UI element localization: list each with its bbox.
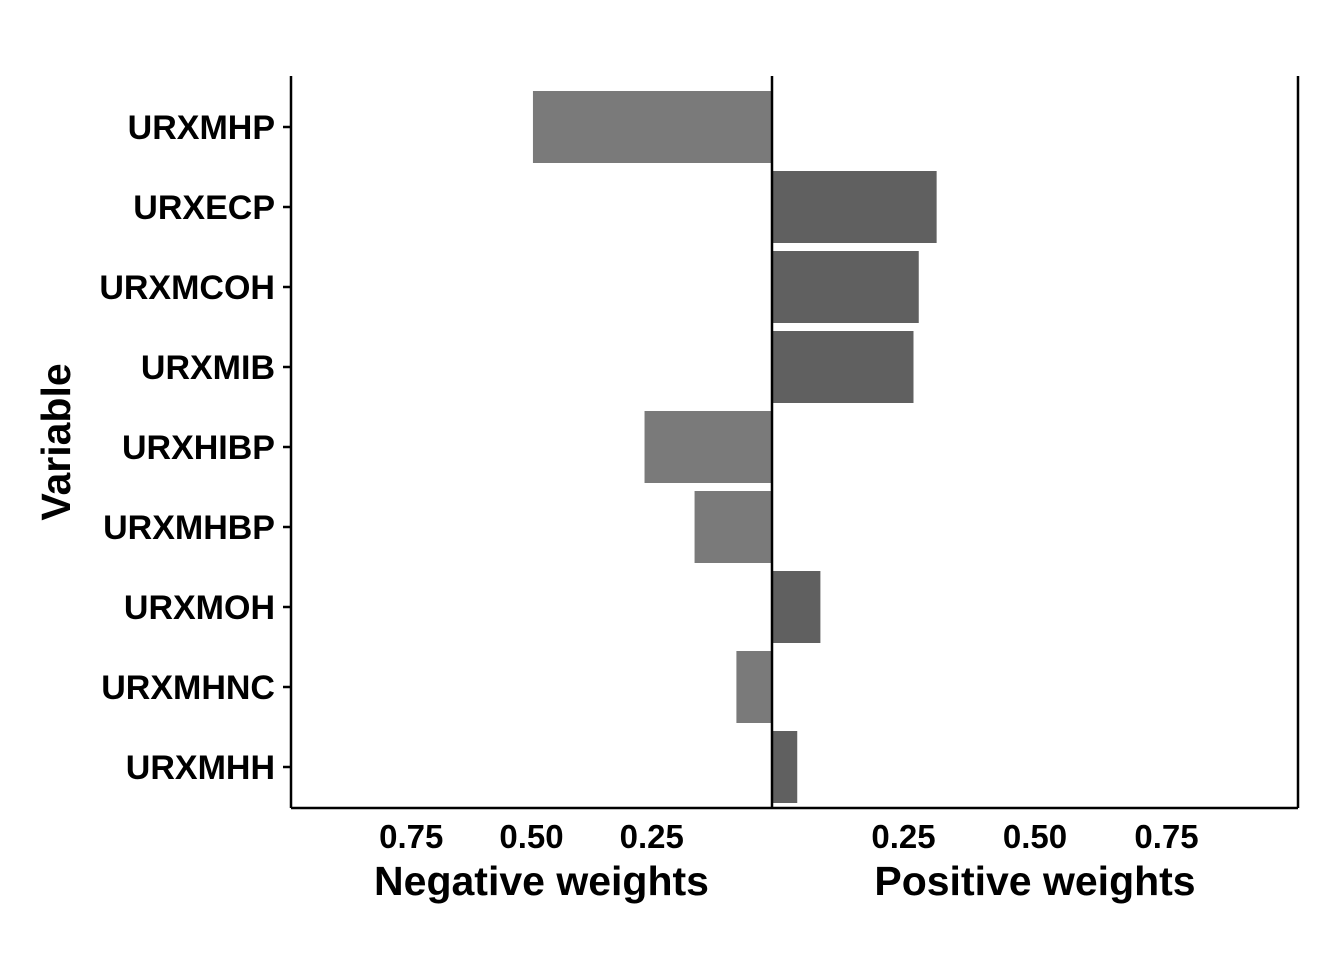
pos-tick-label: 0.50 xyxy=(1003,818,1067,855)
bar-urxmhh xyxy=(772,731,798,803)
category-label-urxmib: URXMIB xyxy=(141,349,275,387)
category-label-urxmhbp: URXMHBP xyxy=(103,509,275,547)
bar-urxhibp xyxy=(644,411,772,483)
category-label-urxmhnc: URXMHNC xyxy=(101,669,275,707)
category-labels: URXMHP URXECP URXMCOH URXMIB URXHIBP URXMHBP U… xyxy=(99,109,275,787)
bar-urxmoh xyxy=(772,571,821,643)
y-axis-title: Variable xyxy=(33,363,79,520)
pos-tick-label: 0.75 xyxy=(1134,818,1198,855)
bar-urxecp xyxy=(772,171,937,243)
axes-layer xyxy=(283,76,1300,810)
bar-urxmhbp xyxy=(694,491,772,563)
category-label-urxhibp: URXHIBP xyxy=(122,429,275,467)
neg-tick-label: 0.50 xyxy=(499,818,563,855)
neg-tick-label: 0.25 xyxy=(620,818,684,855)
x-axis-title-negative: Negative weights xyxy=(374,858,709,904)
category-label-urxmhh: URXMHH xyxy=(126,749,275,787)
bar-urxmhnc xyxy=(736,651,772,723)
category-label-urxmoh: URXMOH xyxy=(124,589,275,627)
category-label-urxmhp: URXMHP xyxy=(128,109,275,147)
category-label-urxmcoh: URXMCOH xyxy=(99,269,275,307)
tick-labels: 0.75 0.50 0.25 0.25 0.50 0.75 xyxy=(379,818,1198,855)
x-axis-title-positive: Positive weights xyxy=(874,858,1195,904)
category-label-urxecp: URXECP xyxy=(133,189,275,227)
bar-urxmib xyxy=(772,331,914,403)
bars-layer xyxy=(532,91,937,803)
bar-urxmcoh xyxy=(772,251,919,323)
neg-tick-label: 0.75 xyxy=(379,818,443,855)
pos-tick-label: 0.25 xyxy=(871,818,935,855)
bar-urxmhp xyxy=(532,91,772,163)
